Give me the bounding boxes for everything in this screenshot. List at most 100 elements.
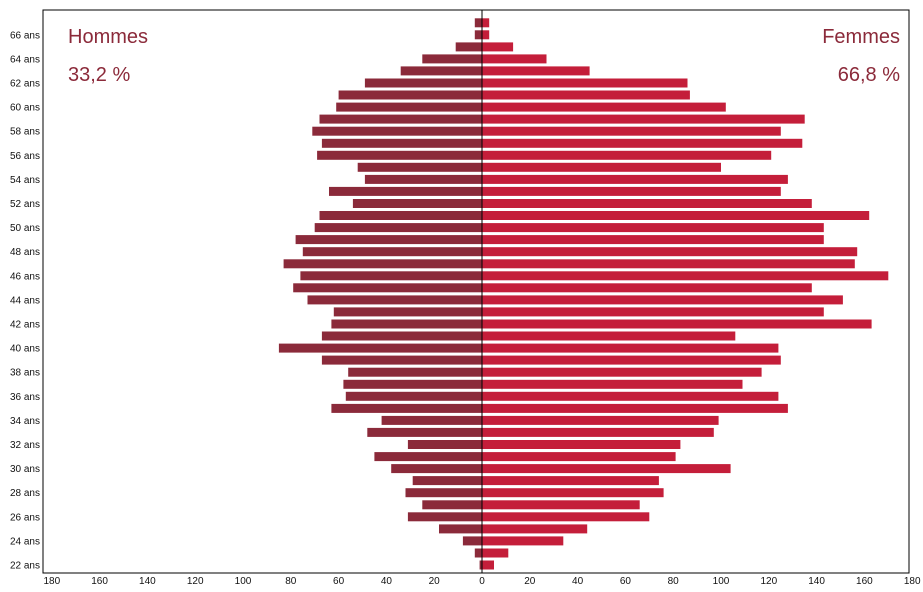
hommes-label: Hommes xyxy=(68,26,148,48)
x-tick-label: 180 xyxy=(904,576,921,587)
x-tick-label: 120 xyxy=(187,576,204,587)
femmes-bar-42 xyxy=(482,319,872,329)
hommes-bar-43 xyxy=(333,307,482,317)
y-tick-label: 46 ans xyxy=(10,271,40,282)
y-tick-label: 26 ans xyxy=(10,512,40,523)
femmes-bar-44 xyxy=(482,295,843,305)
hommes-bar-41 xyxy=(321,331,482,341)
femmes-bar-43 xyxy=(482,307,824,317)
y-tick-label: 54 ans xyxy=(10,175,40,186)
hommes-bar-23 xyxy=(474,548,482,558)
y-tick-label: 28 ans xyxy=(10,488,40,499)
y-tick-label: 48 ans xyxy=(10,247,40,258)
x-tick-label: 60 xyxy=(333,576,345,587)
y-tick-label: 52 ans xyxy=(10,199,40,210)
femmes-bar-64 xyxy=(482,54,547,64)
femmes-bar-49 xyxy=(482,235,824,245)
hommes-bar-61 xyxy=(338,90,482,100)
femmes-bar-66 xyxy=(482,30,490,40)
femmes-bar-65 xyxy=(482,42,514,52)
hommes-bar-50 xyxy=(314,223,482,233)
femmes-bar-50 xyxy=(482,223,824,233)
hommes-bar-22 xyxy=(479,560,482,570)
y-tick-label: 34 ans xyxy=(10,416,40,427)
x-tick-label: 180 xyxy=(43,576,60,587)
hommes-bar-49 xyxy=(295,235,482,245)
hommes-bar-30 xyxy=(391,464,482,474)
hommes-bar-66 xyxy=(474,30,482,40)
y-tick-label: 56 ans xyxy=(10,151,40,162)
hommes-bar-62 xyxy=(364,78,482,88)
femmes-bar-63 xyxy=(482,66,590,76)
y-tick-label: 36 ans xyxy=(10,392,40,403)
femmes-bars xyxy=(482,18,889,570)
femmes-bar-67 xyxy=(482,18,490,28)
hommes-bar-46 xyxy=(300,271,482,281)
femmes-bar-33 xyxy=(482,427,714,437)
femmes-bar-60 xyxy=(482,102,726,112)
hommes-bar-54 xyxy=(364,174,482,184)
hommes-bar-29 xyxy=(412,476,482,486)
femmes-bar-38 xyxy=(482,367,762,377)
y-tick-label: 50 ans xyxy=(10,223,40,234)
hommes-bar-37 xyxy=(343,379,482,389)
femmes-bar-27 xyxy=(482,500,640,510)
hommes-bar-38 xyxy=(348,367,482,377)
y-tick-label: 38 ans xyxy=(10,368,40,379)
hommes-bar-31 xyxy=(374,452,482,462)
x-tick-label: 20 xyxy=(524,576,536,587)
femmes-bar-57 xyxy=(482,138,803,148)
x-tick-label: 40 xyxy=(572,576,584,587)
y-tick-label: 42 ans xyxy=(10,320,40,331)
x-tick-label: 100 xyxy=(713,576,730,587)
femmes-bar-52 xyxy=(482,199,812,208)
femmes-bar-28 xyxy=(482,488,664,498)
femmes-bar-39 xyxy=(482,355,781,365)
x-tick-label: 100 xyxy=(235,576,252,587)
plot-frame xyxy=(42,9,910,574)
femmes-bar-29 xyxy=(482,476,659,486)
hommes-bar-59 xyxy=(319,114,482,124)
femmes-bar-36 xyxy=(482,391,779,401)
x-tick-label: 140 xyxy=(139,576,156,587)
hommes-bar-25 xyxy=(439,524,482,534)
hommes-bar-60 xyxy=(336,102,482,112)
hommes-bar-34 xyxy=(381,415,482,425)
hommes-bar-44 xyxy=(307,295,482,305)
femmes-label: Femmes xyxy=(822,26,900,48)
hommes-bar-52 xyxy=(352,199,482,208)
hommes-bar-40 xyxy=(278,343,483,353)
x-tick-label: 80 xyxy=(285,576,297,587)
y-tick-label: 22 ans xyxy=(10,561,40,572)
hommes-bar-65 xyxy=(455,42,482,52)
hommes-bar-26 xyxy=(407,512,482,522)
hommes-bar-67 xyxy=(474,18,482,28)
x-tick-label: 120 xyxy=(760,576,777,587)
femmes-bar-30 xyxy=(482,464,731,474)
y-tick-label: 40 ans xyxy=(10,344,40,355)
hommes-bar-35 xyxy=(331,403,482,413)
hommes-bar-47 xyxy=(283,259,482,269)
femmes-bar-61 xyxy=(482,90,690,100)
hommes-bar-55 xyxy=(357,162,482,172)
y-tick-label: 58 ans xyxy=(10,127,40,138)
femmes-bar-22 xyxy=(482,560,494,570)
hommes-bar-58 xyxy=(312,126,482,136)
femmes-bar-34 xyxy=(482,415,719,425)
femmes-bar-55 xyxy=(482,162,721,172)
femmes-bar-48 xyxy=(482,247,858,257)
y-tick-label: 64 ans xyxy=(10,54,40,65)
femmes-share: 66,8 % xyxy=(838,64,900,86)
y-tick-label: 60 ans xyxy=(10,103,40,114)
femmes-bar-47 xyxy=(482,259,855,269)
hommes-bar-48 xyxy=(302,247,483,257)
x-tick-label: 60 xyxy=(620,576,632,587)
y-tick-label: 62 ans xyxy=(10,79,40,90)
hommes-bar-56 xyxy=(317,150,482,160)
femmes-bar-62 xyxy=(482,78,688,88)
femmes-bar-35 xyxy=(482,403,788,413)
femmes-bar-51 xyxy=(482,211,870,220)
femmes-bar-32 xyxy=(482,440,681,449)
